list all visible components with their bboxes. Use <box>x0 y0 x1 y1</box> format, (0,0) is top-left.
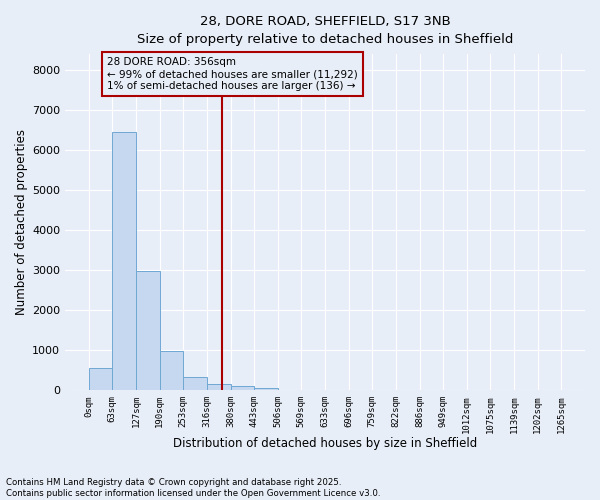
Y-axis label: Number of detached properties: Number of detached properties <box>15 129 28 315</box>
Bar <box>183 376 207 390</box>
Text: 28 DORE ROAD: 356sqm
← 99% of detached houses are smaller (11,292)
1% of semi-de: 28 DORE ROAD: 356sqm ← 99% of detached h… <box>107 58 358 90</box>
Bar <box>112 132 136 390</box>
Title: 28, DORE ROAD, SHEFFIELD, S17 3NB
Size of property relative to detached houses i: 28, DORE ROAD, SHEFFIELD, S17 3NB Size o… <box>137 15 513 46</box>
X-axis label: Distribution of detached houses by size in Sheffield: Distribution of detached houses by size … <box>173 437 477 450</box>
Bar <box>231 386 254 390</box>
Bar <box>136 271 160 390</box>
Bar <box>254 388 278 390</box>
Text: Contains HM Land Registry data © Crown copyright and database right 2025.
Contai: Contains HM Land Registry data © Crown c… <box>6 478 380 498</box>
Bar <box>207 384 231 390</box>
Bar <box>160 351 183 391</box>
Bar <box>89 368 112 390</box>
